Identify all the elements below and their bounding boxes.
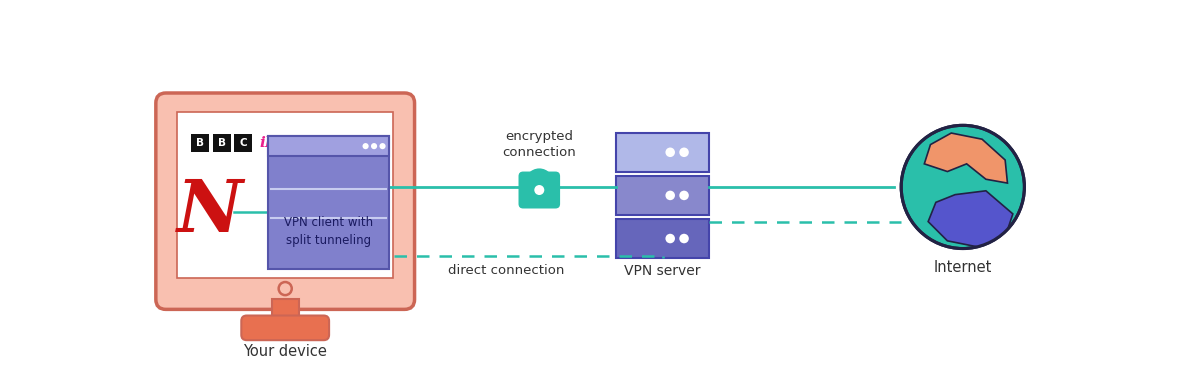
Text: Internet: Internet: [933, 260, 992, 275]
FancyBboxPatch shape: [616, 176, 709, 214]
Circle shape: [380, 143, 386, 149]
FancyBboxPatch shape: [177, 112, 393, 278]
Circle shape: [666, 191, 675, 200]
FancyBboxPatch shape: [268, 136, 388, 269]
Circle shape: [666, 147, 675, 157]
Circle shape: [371, 143, 378, 149]
Text: N: N: [177, 176, 243, 247]
Circle shape: [666, 234, 675, 243]
FancyBboxPatch shape: [518, 172, 560, 209]
Text: direct connection: direct connection: [448, 264, 564, 277]
Circle shape: [680, 147, 689, 157]
Bar: [191, 134, 209, 152]
Circle shape: [680, 234, 689, 243]
Text: C: C: [240, 138, 248, 148]
Text: iPlayer: iPlayer: [260, 136, 319, 150]
Bar: [235, 134, 253, 152]
Text: Your device: Your device: [243, 344, 327, 359]
Circle shape: [278, 282, 291, 295]
Bar: [212, 134, 231, 152]
Circle shape: [535, 185, 544, 195]
Polygon shape: [924, 133, 1008, 183]
Text: B: B: [196, 138, 204, 148]
Circle shape: [362, 143, 368, 149]
FancyBboxPatch shape: [616, 133, 709, 172]
FancyBboxPatch shape: [241, 316, 329, 340]
FancyBboxPatch shape: [616, 219, 709, 258]
Polygon shape: [929, 191, 1012, 247]
Text: VPN server: VPN server: [624, 264, 701, 278]
FancyBboxPatch shape: [156, 93, 414, 309]
Text: B: B: [218, 138, 225, 148]
Bar: [271, 300, 299, 323]
Bar: [268, 136, 388, 156]
Circle shape: [902, 125, 1024, 248]
Text: encrypted
connection: encrypted connection: [503, 130, 576, 159]
Text: VPN client with
split tunneling: VPN client with split tunneling: [283, 216, 373, 247]
Circle shape: [680, 191, 689, 200]
